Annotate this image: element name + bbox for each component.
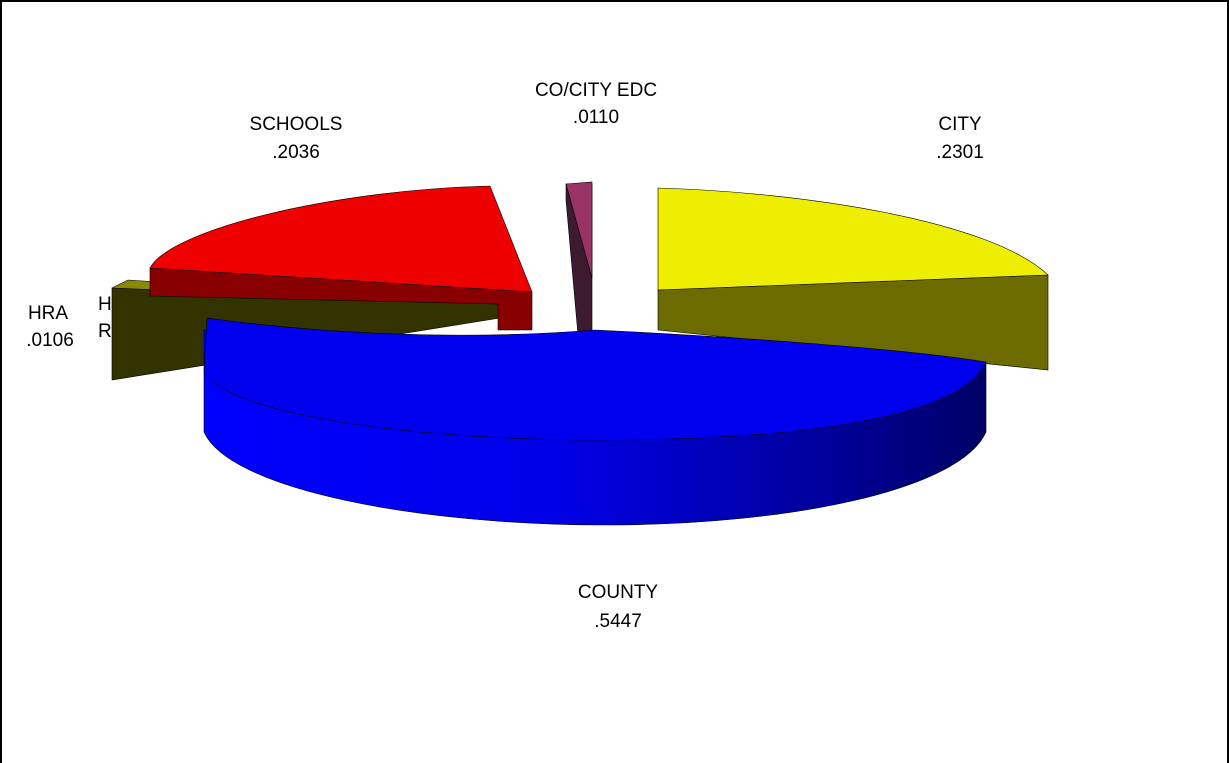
slice-county-top xyxy=(203,317,987,441)
value-hra: .0106 xyxy=(26,330,74,351)
slice-schools xyxy=(149,185,533,331)
label-cocity-edc: CO/CITY EDC xyxy=(535,80,657,101)
label-city: CITY xyxy=(938,114,982,135)
truncated-label-line2: R xyxy=(98,321,112,342)
slice-city-top xyxy=(657,187,1049,291)
value-cocity-edc: .0110 xyxy=(573,107,619,128)
slice-cocity-edc xyxy=(565,181,593,336)
label-hra: HRA xyxy=(28,303,68,324)
slice-county xyxy=(203,317,987,526)
label-schools: SCHOOLS xyxy=(250,114,343,135)
slice-cocity-edc-top xyxy=(565,181,593,279)
label-county: COUNTY xyxy=(578,582,659,603)
value-schools: .2036 xyxy=(272,142,320,163)
value-city: .2301 xyxy=(936,142,984,163)
value-county: .5447 xyxy=(594,611,642,632)
truncated-label-line1: H xyxy=(98,294,112,315)
slice-city xyxy=(657,187,1049,371)
slice-schools-top xyxy=(149,185,533,293)
